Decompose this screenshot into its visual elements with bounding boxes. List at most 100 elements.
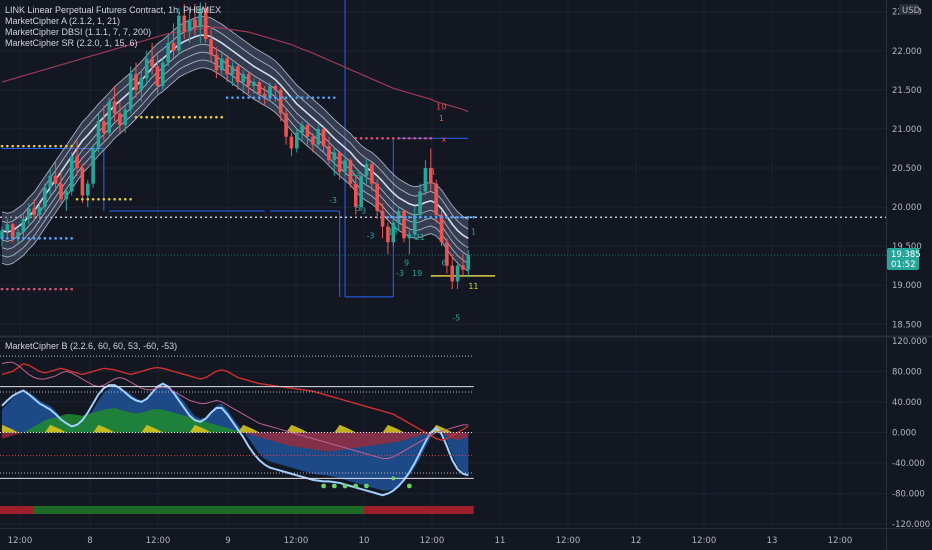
signal-dot	[134, 115, 138, 119]
time-tick-label: 12:00	[420, 536, 445, 546]
signal-dot	[295, 96, 299, 99]
ribbon-line	[1, 59, 469, 264]
candle-body	[187, 19, 192, 32]
candle-body	[118, 113, 122, 126]
signal-dot	[391, 137, 395, 140]
candle-body	[434, 183, 438, 215]
last-price-value: 19.385	[891, 250, 921, 260]
candle-body	[123, 109, 128, 126]
candle-body	[27, 208, 31, 219]
osc-tick-label: -120.000	[892, 520, 930, 530]
candle-body	[0, 230, 4, 239]
signal-dot	[424, 215, 427, 219]
signal-dot	[27, 237, 31, 240]
signal-dot	[43, 237, 47, 240]
signal-dot	[70, 144, 73, 148]
signal-dot	[204, 115, 207, 119]
signal-dot	[429, 137, 433, 140]
candle-body	[466, 254, 471, 270]
signal-dot	[0, 144, 4, 148]
signal-dot	[113, 197, 116, 201]
signal-dot	[38, 287, 41, 291]
ribbon-line	[1, 34, 469, 240]
time-tick-label: 9	[225, 536, 230, 546]
candle-annotation: 19	[412, 269, 422, 278]
candle-body	[37, 207, 42, 215]
candle-body	[445, 242, 449, 266]
osc-tick-label: -80.000	[892, 490, 925, 500]
signal-dot	[43, 287, 47, 291]
signal-dot	[59, 287, 63, 291]
signal-dot	[456, 215, 459, 219]
wave-light-line	[1, 382, 469, 497]
candles[interactable]	[0, 2, 471, 290]
candle-body	[364, 164, 369, 176]
signal-dot	[11, 287, 15, 291]
time-tick-label: 12:00	[146, 536, 171, 546]
signal-dot	[445, 215, 449, 219]
signal-dot	[27, 287, 31, 291]
signal-dot	[22, 287, 25, 291]
candle-body	[107, 101, 111, 133]
candle-annotation: 10	[436, 102, 446, 111]
price-tick-label: 20.000	[892, 203, 922, 213]
legend-market-cipher-sr[interactable]: MarketCipher SR (2.2.0, 1, 15, 6)	[5, 38, 138, 48]
candle-body	[337, 152, 342, 172]
candle-body	[353, 183, 358, 208]
osc-tick-label: 40.000	[892, 398, 922, 408]
signal-dot	[375, 137, 379, 140]
signal-dot	[274, 96, 277, 99]
signal-dot	[86, 197, 90, 201]
price-tick-label: 21.500	[892, 86, 922, 96]
countdown-value: 01:52	[891, 260, 916, 270]
time-tick-label: 11	[495, 536, 506, 546]
currency-badge	[899, 4, 919, 15]
candle-body	[150, 58, 154, 67]
signal-dot	[370, 137, 374, 140]
signal-dot	[177, 115, 181, 119]
time-axis: 12:00 8 12:00 9 12:00 10 12:00 11 12:00 12 12:00 13…	[0, 528, 932, 546]
candle-annotation: 13	[350, 169, 360, 178]
signal-dot	[279, 96, 283, 99]
candle-body	[311, 136, 315, 145]
signal-dot	[472, 215, 475, 219]
signal-dot	[231, 96, 234, 99]
signal-dot	[11, 237, 15, 240]
signal-dot	[65, 287, 68, 291]
signal-dot	[145, 115, 149, 119]
signal-dot	[6, 287, 9, 291]
legend-market-cipher-b[interactable]: MarketCipher B (2.2.6, 60, 60, 53, -60, …	[5, 341, 178, 351]
candle-body	[455, 265, 460, 282]
candle-body	[75, 156, 79, 168]
candle-body	[134, 74, 138, 90]
ribbon-line	[1, 67, 469, 272]
legend-symbol[interactable]: LINK Linear Perpetual Futures Contract, …	[5, 5, 222, 15]
candle-body	[85, 183, 90, 196]
candle-body	[209, 39, 213, 55]
signal-dot	[6, 144, 9, 148]
signal-dot	[397, 215, 400, 219]
ribbon-line	[1, 51, 469, 256]
market-cipher-b-pane[interactable]	[0, 355, 474, 514]
candle-body	[230, 66, 235, 75]
signal-dot	[22, 144, 25, 148]
legend-market-cipher-a[interactable]: MarketCipher A (2.1.2, 1, 21)	[5, 16, 121, 26]
legend-market-cipher-dbsi[interactable]: MarketCipher DBSI (1.1.1, 7, 7, 200)	[5, 27, 152, 37]
candle-body	[193, 19, 197, 28]
signal-dot	[247, 96, 250, 99]
signal-dot	[54, 237, 57, 240]
signal-dot	[408, 215, 411, 219]
signal-dot	[225, 96, 229, 99]
signal-dot	[241, 96, 245, 99]
candle-body	[96, 121, 101, 149]
candle-annotation: 1	[471, 227, 476, 236]
signal-dot	[48, 287, 52, 291]
candle-body	[53, 175, 58, 184]
candle-body	[219, 58, 224, 71]
signal-dot	[70, 237, 73, 240]
signal-dot	[22, 237, 25, 240]
buy-signal-dot	[353, 483, 359, 489]
candle-body	[316, 128, 321, 145]
candle-body	[375, 183, 379, 211]
